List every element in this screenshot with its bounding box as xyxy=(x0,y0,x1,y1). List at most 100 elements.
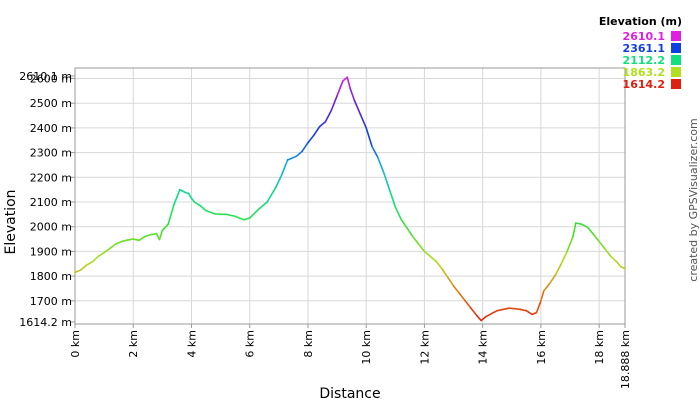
legend-label: 2610.1 xyxy=(623,30,665,43)
elevation-line-segment xyxy=(513,307,522,311)
elevation-line-segment xyxy=(132,238,140,242)
x-tick-label: 4 km xyxy=(185,330,198,358)
legend-swatch xyxy=(671,79,681,89)
elevation-line-segment xyxy=(138,235,146,242)
elevation-line-segment xyxy=(97,251,105,258)
elevation-line-segment xyxy=(280,159,289,176)
elevation-line-segment xyxy=(173,188,181,206)
elevation-line-segment xyxy=(560,250,568,265)
elevation-line-segment xyxy=(388,188,397,208)
legend-label: 1863.2 xyxy=(623,66,665,79)
x-tick-label: 14 km xyxy=(477,330,490,365)
elevation-line-segment xyxy=(365,127,373,148)
y-tick-label: 2300 m xyxy=(30,147,72,160)
x-tick-label: 12 km xyxy=(418,330,431,365)
elevation-line-segment xyxy=(417,243,426,253)
legend-swatch xyxy=(671,67,681,77)
elevation-line-segment xyxy=(266,186,277,203)
elevation-line-segment xyxy=(149,232,158,236)
elevation-line-segment xyxy=(452,285,461,295)
elevation-line-segment xyxy=(80,264,88,271)
elevation-line-segment xyxy=(225,213,236,218)
y-tick-label: 1800 m xyxy=(30,270,72,283)
elevation-line-segment xyxy=(496,308,504,312)
x-axis-ticks: 0 km 2 km 4 km 6 km 8 km 10 km 12 km 14 km 16 km… xyxy=(69,324,632,389)
elevation-line-segment xyxy=(490,309,499,315)
elevation-line-segment xyxy=(446,276,455,287)
elevation-line-segment xyxy=(324,109,333,123)
y-tick-label: 2100 m xyxy=(30,196,72,209)
legend-label: 2112.2 xyxy=(623,54,665,67)
elevation-line-segment xyxy=(199,204,207,212)
elevation-legend: Elevation (m) 2610.12361.12112.21863.216… xyxy=(599,15,682,91)
elevation-line-segment xyxy=(458,292,466,302)
elevation-line-segment xyxy=(161,223,169,232)
elevation-line-segment xyxy=(286,155,298,161)
x-axis-title: Distance xyxy=(319,386,380,400)
elevation-line-segment xyxy=(371,145,379,159)
elevation-series xyxy=(74,76,626,322)
legend-label: 1614.2 xyxy=(623,78,665,91)
elevation-line-segment xyxy=(525,309,533,316)
elevation-line-segment xyxy=(193,201,202,207)
elevation-line-segment xyxy=(615,260,622,268)
elevation-line-segment xyxy=(554,262,563,276)
elevation-line-segment xyxy=(205,209,216,215)
elevation-line-segment xyxy=(470,307,478,317)
elevation-line-segment xyxy=(353,99,362,116)
elevation-line-segment xyxy=(74,269,82,274)
elevation-line-segment xyxy=(91,255,100,263)
y-tick-label: 1700 m xyxy=(30,295,72,308)
y-tick-label: 2000 m xyxy=(30,221,72,234)
elevation-line-segment xyxy=(144,233,152,238)
elevation-line-segment xyxy=(441,267,449,279)
elevation-line-segment xyxy=(604,248,612,258)
elevation-line-segment xyxy=(548,274,557,285)
elevation-line-segment xyxy=(243,217,251,221)
x-tick-label: 6 km xyxy=(244,330,257,358)
elevation-line-segment xyxy=(406,227,414,238)
elevation-line-segment xyxy=(301,141,309,153)
elevation-line-segment xyxy=(336,80,344,97)
elevation-line-segment xyxy=(394,206,402,221)
y-axis-title: Elevation xyxy=(3,189,19,254)
elevation-line-segment xyxy=(342,76,349,82)
elevation-line-segment xyxy=(349,87,356,102)
legend-swatch xyxy=(671,31,681,41)
elevation-line-segment xyxy=(572,222,577,238)
elevation-line-segment xyxy=(543,282,551,292)
elevation-line-segment xyxy=(540,290,545,302)
x-tick-label: 8 km xyxy=(302,330,315,358)
elevation-line-segment xyxy=(307,134,315,144)
elevation-line-segment xyxy=(519,308,528,312)
elevation-line-segment xyxy=(257,201,268,211)
elevation-line-segment xyxy=(566,235,574,253)
credit-text: created by GPSVisualizer.com xyxy=(687,118,700,281)
elevation-line-segment xyxy=(382,171,391,191)
legend-swatch xyxy=(671,43,681,53)
x-tick-label: 18 km xyxy=(593,330,606,365)
elevation-line-segment xyxy=(575,222,583,226)
elevation-line-segment xyxy=(429,255,437,263)
elevation-line-segment xyxy=(620,265,626,270)
elevation-line-segment xyxy=(187,192,193,200)
elevation-line-segment xyxy=(359,113,367,129)
elevation-line-segment xyxy=(126,238,135,241)
elevation-line-segment xyxy=(580,223,589,228)
y-tick-label: 2610.1 m xyxy=(19,70,72,83)
elevation-line-segment xyxy=(411,235,420,245)
elevation-line-segment xyxy=(120,239,129,243)
y-tick-label: 2600 m xyxy=(30,72,72,85)
elevation-line-segment xyxy=(464,300,472,310)
elevation-line-segment xyxy=(179,188,187,194)
elevation-line-segment xyxy=(167,203,175,226)
elevation-line-segment xyxy=(400,218,408,229)
plot-frame xyxy=(74,67,626,325)
elevation-line-segment xyxy=(598,240,606,250)
grid-lines xyxy=(75,68,625,324)
elevation-line-segment xyxy=(377,156,385,174)
x-tick-label: 10 km xyxy=(360,330,373,365)
y-tick-label: 2400 m xyxy=(30,122,72,135)
